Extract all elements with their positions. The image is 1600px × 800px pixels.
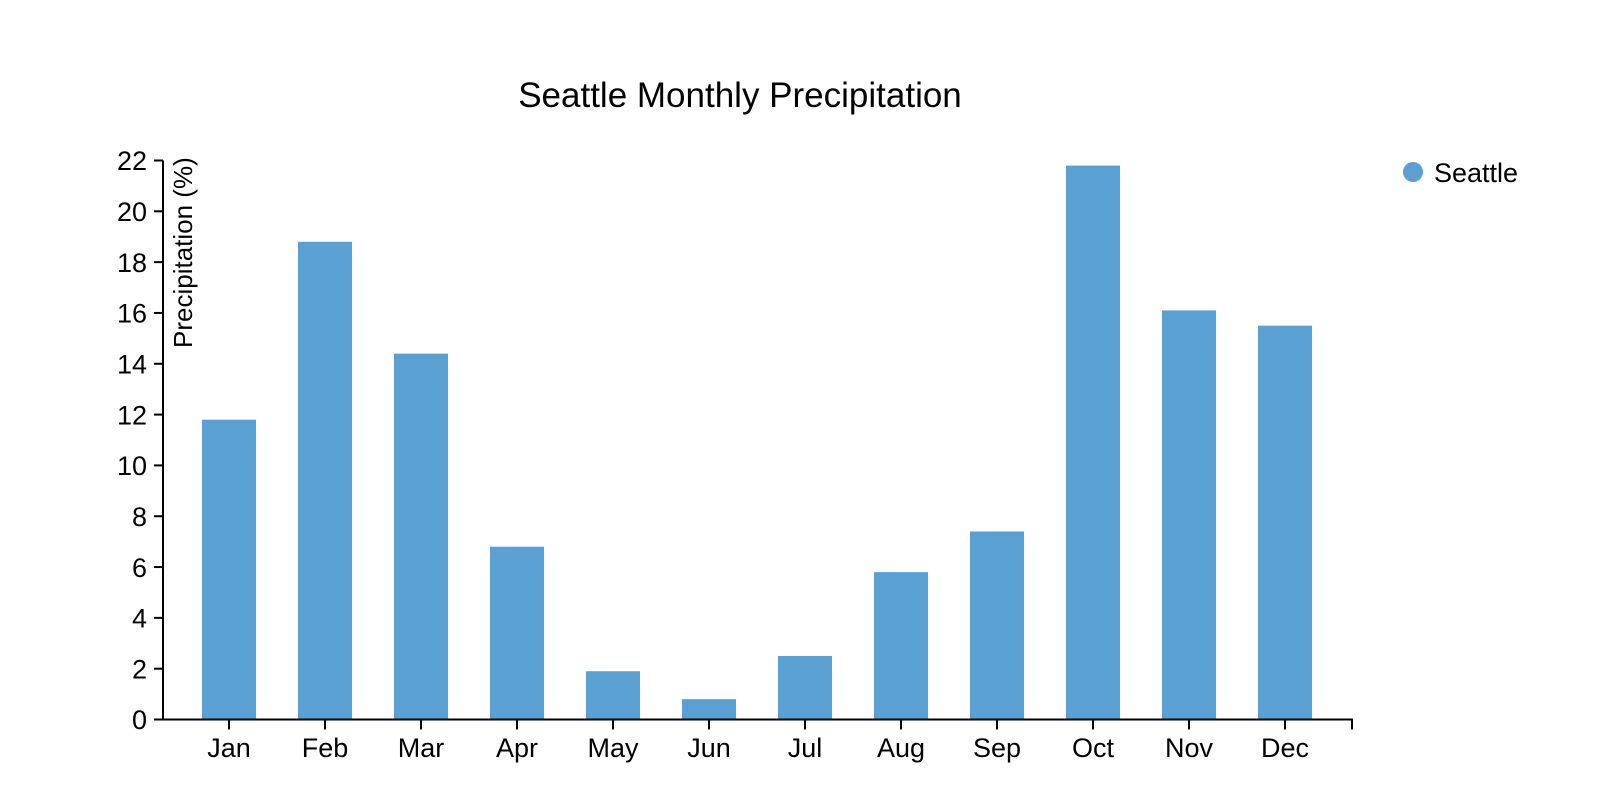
x-tick-label: Feb (302, 733, 349, 763)
x-tick-label: Jan (207, 733, 251, 763)
bar-Sep (970, 531, 1024, 720)
x-tick-label: Oct (1072, 733, 1115, 763)
axis-domain (162, 160, 1353, 730)
bar-Apr (490, 546, 544, 720)
y-tick-label: 2 (132, 654, 147, 684)
x-tick-label: Jul (788, 733, 823, 763)
x-tick-label: Sep (973, 733, 1021, 763)
bar-Feb (298, 241, 352, 720)
y-tick-label: 22 (117, 146, 147, 176)
bar-Jan (202, 419, 256, 720)
y-axis: 0 2 4 6 8 10 12 14 16 18 20 22 (117, 146, 163, 735)
legend: Seattle (1403, 158, 1518, 188)
x-axis: Jan Feb Mar Apr May Jun Jul Aug Sep Oct Nov Dec (207, 719, 1309, 763)
chart-title: Seattle Monthly Precipitation (518, 76, 962, 115)
bar-Dec (1258, 325, 1312, 720)
bar-Jul (778, 655, 832, 720)
y-tick-label: 12 (117, 400, 147, 430)
bar-May (586, 671, 640, 720)
y-tick-label: 14 (117, 349, 147, 379)
bars (202, 165, 1312, 720)
y-axis-title: Precipitation (%) (168, 157, 198, 348)
x-tick-label: Aug (877, 733, 925, 763)
x-tick-label: Apr (496, 733, 538, 763)
x-tick-label: May (587, 733, 639, 763)
bar-Nov (1162, 310, 1216, 720)
y-tick-label: 4 (132, 604, 147, 634)
legend-label: Seattle (1434, 158, 1518, 188)
x-tick-label: Mar (398, 733, 445, 763)
y-tick-label: 18 (117, 248, 147, 278)
y-tick-label: 0 (132, 705, 147, 735)
y-tick-label: 8 (132, 502, 147, 532)
y-tick-label: 20 (117, 197, 147, 227)
bar-Oct (1066, 165, 1120, 720)
bar-Mar (394, 353, 448, 720)
y-tick-label: 6 (132, 553, 147, 583)
y-tick-label: 16 (117, 299, 147, 329)
bar-Aug (874, 572, 928, 720)
bar-Jun (682, 699, 736, 720)
plot-area: 0 2 4 6 8 10 12 14 16 18 20 22 Jan Feb Mar Apr May Jun Jul… (117, 146, 1353, 763)
x-tick-label: Nov (1165, 733, 1214, 763)
legend-marker-circle-icon (1403, 162, 1423, 182)
x-tick-label: Jun (687, 733, 731, 763)
x-tick-label: Dec (1261, 733, 1309, 763)
y-tick-label: 10 (117, 451, 147, 481)
